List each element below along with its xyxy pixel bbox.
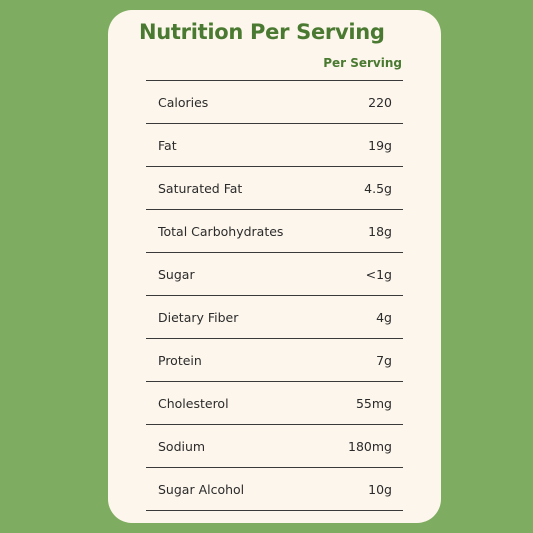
row-label: Sugar bbox=[158, 266, 195, 282]
row-label: Cholesterol bbox=[158, 395, 229, 411]
per-serving-column-header: Per Serving bbox=[323, 56, 402, 70]
table-row: Sugar Alcohol 10g bbox=[146, 468, 403, 511]
table-row: Cholesterol 55mg bbox=[146, 382, 403, 425]
table-row: Protein 7g bbox=[146, 339, 403, 382]
row-label: Protein bbox=[158, 352, 202, 368]
table-row: Calories 220 bbox=[146, 81, 403, 124]
row-label: Fat bbox=[158, 137, 177, 153]
row-value: 4.5g bbox=[364, 180, 392, 196]
table-row: Sodium 180mg bbox=[146, 425, 403, 468]
row-label: Total Carbohydrates bbox=[158, 223, 284, 239]
row-value: 7g bbox=[376, 352, 392, 368]
row-value: 4g bbox=[376, 309, 392, 325]
table-row: Sugar <1g bbox=[146, 253, 403, 296]
row-value: <1g bbox=[365, 266, 392, 282]
row-value: 180mg bbox=[348, 438, 392, 454]
table-row: Total Carbohydrates 18g bbox=[146, 210, 403, 253]
row-value: 18g bbox=[368, 223, 392, 239]
row-value: 19g bbox=[368, 137, 392, 153]
row-value: 55mg bbox=[355, 395, 392, 411]
nutrition-card: Nutrition Per Serving Per Serving Calori… bbox=[108, 10, 441, 523]
table-row: Fat 19g bbox=[146, 124, 403, 167]
row-label: Sugar Alcohol bbox=[158, 481, 245, 497]
table-row: Saturated Fat 4.5g bbox=[146, 167, 403, 210]
table-row: Dietary Fiber 4g bbox=[146, 296, 403, 339]
row-label: Sodium bbox=[158, 438, 206, 454]
card-title: Nutrition Per Serving bbox=[139, 20, 385, 44]
row-label: Calories bbox=[158, 94, 209, 110]
row-value: 10g bbox=[368, 481, 392, 497]
row-label: Dietary Fiber bbox=[158, 309, 239, 325]
row-label: Saturated Fat bbox=[158, 180, 243, 196]
nutrition-table: Calories 220 Fat 19g Saturated Fat 4.5g … bbox=[146, 80, 403, 511]
row-value: 220 bbox=[368, 94, 392, 110]
